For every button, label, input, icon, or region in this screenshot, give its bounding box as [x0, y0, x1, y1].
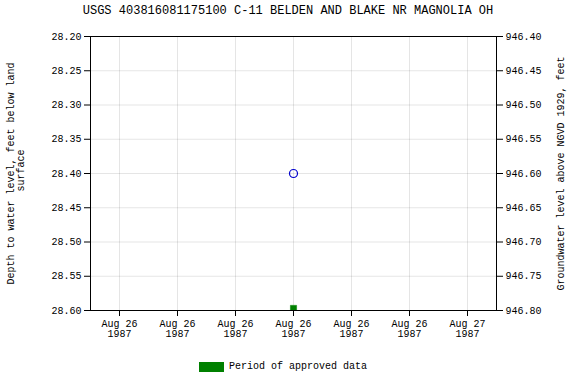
svg-text:Aug 261987: Aug 261987 [159, 319, 195, 340]
svg-text:Depth to water level, feet bel: Depth to water level, feet below land su… [6, 62, 27, 284]
svg-text:28.25: 28.25 [51, 66, 81, 77]
svg-text:28.50: 28.50 [51, 237, 81, 248]
svg-text:946.45: 946.45 [506, 66, 542, 77]
svg-text:28.35: 28.35 [51, 134, 81, 145]
svg-text:946.70: 946.70 [506, 237, 542, 248]
svg-text:946.55: 946.55 [506, 134, 542, 145]
svg-text:28.60: 28.60 [51, 306, 81, 317]
svg-text:946.75: 946.75 [506, 271, 542, 282]
svg-text:946.40: 946.40 [506, 32, 542, 43]
svg-text:Aug 261987: Aug 261987 [391, 319, 427, 340]
svg-text:946.80: 946.80 [506, 306, 542, 317]
svg-text:28.45: 28.45 [51, 203, 81, 214]
svg-text:28.40: 28.40 [51, 169, 81, 180]
svg-text:28.55: 28.55 [51, 271, 81, 282]
svg-text:Aug 271987: Aug 271987 [449, 319, 485, 340]
svg-text:Aug 261987: Aug 261987 [101, 319, 137, 340]
svg-text:946.50: 946.50 [506, 100, 542, 111]
html-text:Period of approved data: Period of approved data [229, 361, 367, 372]
svg-text:28.30: 28.30 [51, 100, 81, 111]
svg-text:28.20: 28.20 [51, 32, 81, 43]
html-text:USGS 403816081175100 C-11 BELD: USGS 403816081175100 C-11 BELDEN AND BLA… [82, 4, 494, 18]
svg-text:946.60: 946.60 [506, 169, 542, 180]
svg-text:Aug 261987: Aug 261987 [217, 319, 253, 340]
svg-text:Aug 261987: Aug 261987 [333, 319, 369, 340]
svg-text:946.65: 946.65 [506, 203, 542, 214]
svg-text:Groundwater level above NGVD 1: Groundwater level above NGVD 1929, feet [556, 56, 567, 290]
svg-text:Aug 261987: Aug 261987 [275, 319, 311, 340]
